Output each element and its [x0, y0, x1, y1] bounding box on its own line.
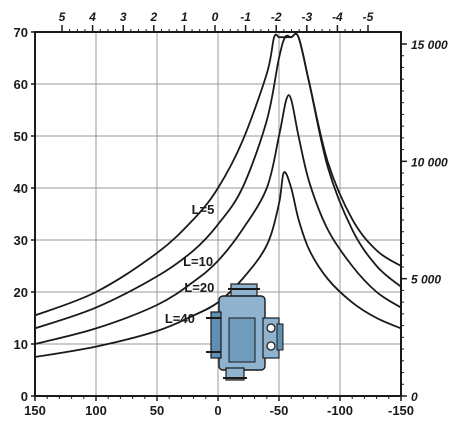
- series-l-20: [34, 94, 402, 345]
- x-bottom-tick-label: -150: [388, 403, 414, 418]
- y-left-tick-label: 40: [14, 181, 28, 196]
- y-right-tick-label: 5 000: [411, 273, 441, 287]
- y-left-tick-label: 10: [14, 337, 28, 352]
- curve-label: L=40: [165, 311, 195, 326]
- y-left-tick-label: 70: [14, 25, 28, 40]
- series-l-40: [34, 171, 402, 358]
- y-right-tick-label: 15 000: [411, 38, 448, 52]
- y-right-tick-label: 0: [411, 390, 418, 404]
- x-top-tick-label: -1: [240, 10, 251, 24]
- y-left-tick-label: 0: [21, 389, 28, 404]
- x-bottom-tick-label: 0: [214, 403, 221, 418]
- x-bottom-tick-label: -100: [327, 403, 353, 418]
- x-top-tick-label: 4: [88, 10, 96, 24]
- x-top-tick-label: 0: [212, 10, 219, 24]
- series-l-10: [34, 32, 402, 330]
- y-left-tick-label: 60: [14, 77, 28, 92]
- x-bottom-tick-label: 150: [24, 403, 46, 418]
- x-top-tick-label: -4: [332, 10, 343, 24]
- curves: [34, 32, 402, 358]
- axes: [31, 25, 407, 401]
- curve-label: L=20: [184, 280, 214, 295]
- x-bottom-tick-label: -50: [270, 403, 289, 418]
- y-left-tick-label: 50: [14, 129, 28, 144]
- x-bottom-tick-label: 50: [150, 403, 164, 418]
- x-top-tick-label: 3: [120, 10, 127, 24]
- x-bottom-tick-label: 100: [85, 403, 107, 418]
- x-top-tick-label: -5: [363, 10, 374, 24]
- curve-label: L=10: [183, 254, 213, 269]
- x-top-tick-label: -2: [271, 10, 282, 24]
- y-right-tick-label: 10 000: [411, 155, 448, 169]
- hydraulic-motor-illustration: [206, 283, 284, 381]
- series-l-5: [34, 32, 402, 317]
- curve-label: L=5: [192, 202, 215, 217]
- x-top-tick-label: 5: [59, 10, 66, 24]
- x-top-tick-label: 1: [181, 10, 188, 24]
- y-left-tick-label: 30: [14, 233, 28, 248]
- x-top-tick-label: -3: [301, 10, 312, 24]
- x-top-tick-label: 2: [149, 10, 157, 24]
- y-left-tick-label: 20: [14, 285, 28, 300]
